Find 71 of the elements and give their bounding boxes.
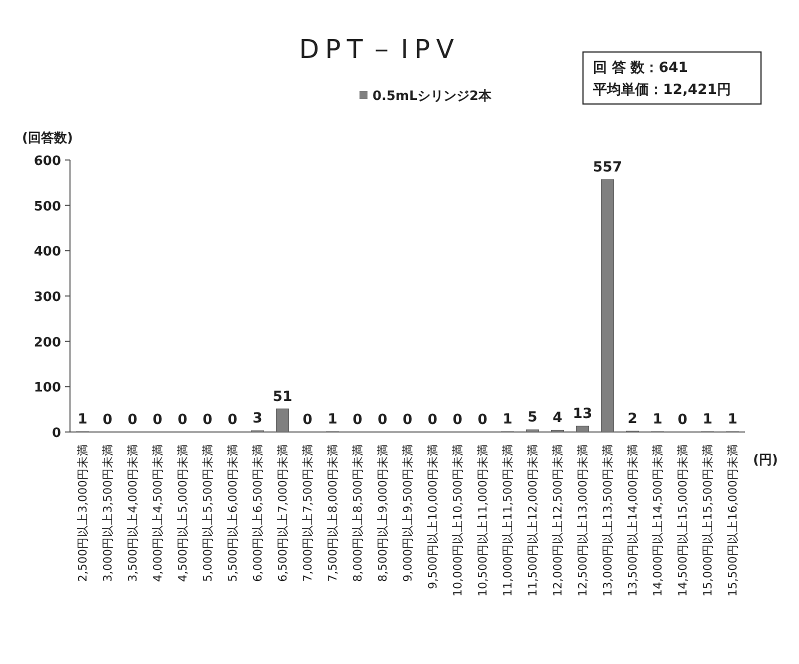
x-tick-label: 14,500円以上15,000円未満: [676, 444, 690, 596]
x-tick-label: 5,500円以上6,000円未満: [226, 444, 240, 582]
x-tick-label: 8,500円以上9,000円未満: [376, 444, 390, 582]
text: 平均単価：12,421円: [592, 82, 732, 98]
data-label: 557: [592, 159, 622, 176]
data-label: 1: [78, 412, 88, 428]
x-tick-label: 15,500円以上16,000円未満: [726, 444, 740, 596]
x-tick-label: 5,000円以上5,500円未満: [200, 444, 214, 582]
data-label: 0: [302, 412, 313, 428]
data-label: 0: [228, 412, 238, 428]
x-tick-label: 6,500円以上7,000円未満: [276, 444, 290, 582]
x-tick-label: 11,500円以上12,000円未満: [526, 444, 540, 596]
x-tick-label: 3,000円以上3,500円未満: [100, 444, 114, 582]
x-tick-label: 13,500円以上14,000円未満: [626, 444, 640, 596]
data-label: 51: [272, 388, 292, 405]
y-tick-label: 500: [34, 199, 61, 214]
bar: [276, 408, 289, 432]
x-tick-label: 9,000円以上9,500円未満: [400, 444, 414, 582]
x-tick-label: 15,000円以上15,500円未満: [700, 444, 714, 596]
data-label: 1: [728, 412, 738, 428]
x-tick-label: 7,000円以上7,500円未満: [300, 444, 314, 582]
y-tick-label: 100: [34, 380, 61, 396]
data-label: 1: [652, 412, 662, 428]
data-label: 1: [702, 412, 712, 428]
y-tick-label: 600: [34, 154, 61, 169]
y-tick-label: 0: [52, 426, 61, 441]
x-tick-label: 3,500円以上4,000円未満: [126, 444, 140, 582]
x-tick-label: 10,500円以上11,000円未満: [476, 444, 490, 596]
data-label: 0: [452, 412, 463, 428]
y-tick-label: 400: [34, 244, 61, 260]
text: 回 答 数：641: [593, 60, 688, 76]
data-label: 2: [628, 411, 638, 428]
data-label: 1: [502, 412, 512, 428]
data-label: 0: [378, 412, 388, 428]
x-tick-label: 9,500円以上10,000円未満: [426, 444, 440, 590]
data-label: 0: [352, 412, 363, 428]
x-tick-label: 7,500円以上8,000円未満: [326, 444, 340, 582]
x-tick-label: 12,500円以上13,000円未満: [576, 444, 590, 596]
data-label: 13: [572, 406, 592, 422]
x-tick-label: 2,500円以上3,000円未満: [76, 444, 90, 582]
data-label: 0: [202, 412, 213, 428]
legend-label: 0.5mLシリンジ2本: [372, 89, 492, 104]
data-label: 0: [478, 412, 488, 428]
x-tick-label: 13,000円以上13,500円未満: [600, 444, 614, 596]
data-label: 0: [678, 412, 688, 428]
data-label: 0: [178, 412, 188, 428]
data-label: 5: [528, 410, 538, 426]
data-label: 3: [252, 410, 262, 427]
y-axis-title: (回答数): [22, 131, 73, 146]
data-label: 0: [428, 412, 438, 428]
data-label: 4: [552, 410, 563, 426]
bar: [576, 426, 589, 432]
x-axis-title: (円): [753, 453, 778, 468]
x-tick-label: 8,000円以上8,500円未満: [350, 444, 364, 582]
data-label: 0: [402, 412, 413, 428]
data-label: 0: [128, 412, 138, 428]
x-tick-label: 14,000円以上14,500円未満: [650, 444, 664, 596]
bar: [526, 429, 539, 432]
x-tick-label: 4,000円以上4,500円未満: [150, 444, 164, 582]
x-tick-label: 11,000円以上11,500円未満: [500, 444, 514, 596]
y-tick-label: 200: [34, 335, 61, 350]
y-tick-label: 300: [34, 290, 61, 305]
x-tick-label: 6,000円以上6,500円未満: [250, 444, 264, 582]
data-label: 1: [328, 412, 338, 428]
x-tick-label: 4,500円以上5,000円未満: [176, 444, 190, 582]
x-tick-label: 12,000円以上12,500円未満: [550, 444, 564, 596]
data-label: 0: [152, 412, 163, 428]
data-label: 0: [102, 412, 113, 428]
bar: [601, 179, 614, 432]
chart-title: DPT－IPV: [299, 35, 460, 65]
x-tick-label: 10,000円以上10,500円未満: [450, 444, 464, 596]
